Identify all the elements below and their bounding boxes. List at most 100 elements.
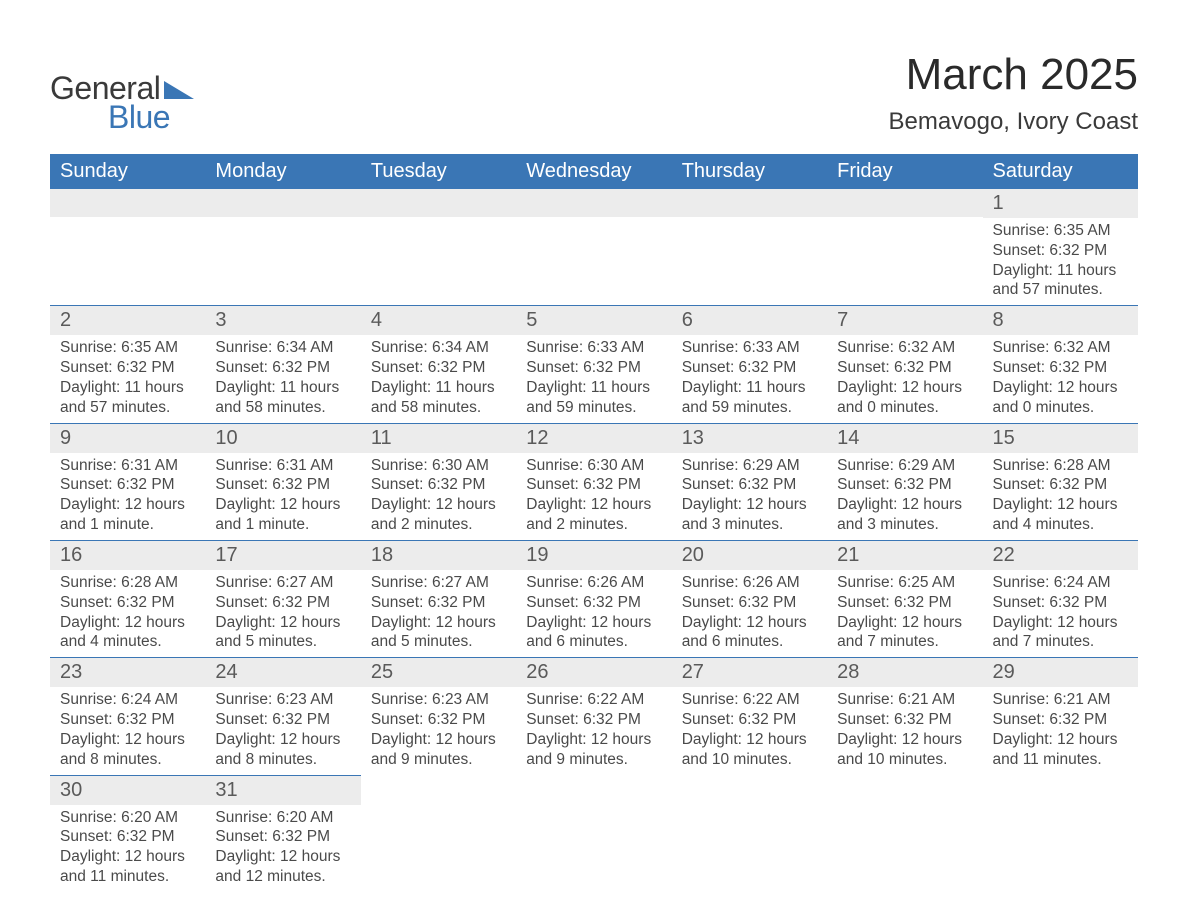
location-subtitle: Bemavogo, Ivory Coast	[889, 108, 1138, 136]
day-details: Sunrise: 6:20 AMSunset: 6:32 PMDaylight:…	[50, 805, 205, 892]
sunrise-text: Sunrise: 6:27 AM	[371, 573, 506, 593]
sunset-text: Sunset: 6:32 PM	[60, 358, 195, 378]
daylight-text: Daylight: 12 hours and 7 minutes.	[837, 613, 972, 653]
daylight-text: Daylight: 12 hours and 9 minutes.	[526, 730, 661, 770]
day-number: 1	[983, 189, 1138, 218]
empty-day-body	[983, 781, 1138, 789]
calendar-day-cell: 30Sunrise: 6:20 AMSunset: 6:32 PMDayligh…	[50, 775, 205, 892]
day-number: 13	[672, 424, 827, 453]
sunrise-text: Sunrise: 6:26 AM	[526, 573, 661, 593]
daylight-text: Daylight: 12 hours and 3 minutes.	[682, 495, 817, 535]
day-details: Sunrise: 6:32 AMSunset: 6:32 PMDaylight:…	[983, 335, 1138, 422]
calendar-day-cell: 29Sunrise: 6:21 AMSunset: 6:32 PMDayligh…	[983, 658, 1138, 775]
calendar-week-row: 1Sunrise: 6:35 AMSunset: 6:32 PMDaylight…	[50, 189, 1138, 306]
calendar-day-cell	[50, 189, 205, 306]
sunset-text: Sunset: 6:32 PM	[682, 358, 817, 378]
empty-day-body	[672, 781, 827, 789]
empty-day-body	[827, 217, 982, 293]
empty-day-body	[205, 217, 360, 293]
day-number: 17	[205, 541, 360, 570]
day-details: Sunrise: 6:33 AMSunset: 6:32 PMDaylight:…	[672, 335, 827, 422]
sunset-text: Sunset: 6:32 PM	[215, 827, 350, 847]
calendar-day-cell: 10Sunrise: 6:31 AMSunset: 6:32 PMDayligh…	[205, 423, 360, 540]
calendar-day-cell: 9Sunrise: 6:31 AMSunset: 6:32 PMDaylight…	[50, 423, 205, 540]
sunrise-text: Sunrise: 6:31 AM	[60, 456, 195, 476]
day-number: 25	[361, 658, 516, 687]
day-details: Sunrise: 6:30 AMSunset: 6:32 PMDaylight:…	[361, 453, 516, 540]
sunrise-text: Sunrise: 6:29 AM	[682, 456, 817, 476]
sunset-text: Sunset: 6:32 PM	[837, 358, 972, 378]
daylight-text: Daylight: 11 hours and 58 minutes.	[371, 378, 506, 418]
day-number: 28	[827, 658, 982, 687]
day-number: 26	[516, 658, 671, 687]
sunset-text: Sunset: 6:32 PM	[993, 241, 1128, 261]
sunrise-text: Sunrise: 6:21 AM	[993, 690, 1128, 710]
day-number: 21	[827, 541, 982, 570]
day-number: 8	[983, 306, 1138, 335]
header: General Blue March 2025 Bemavogo, Ivory …	[50, 50, 1138, 136]
sunset-text: Sunset: 6:32 PM	[371, 358, 506, 378]
day-number: 7	[827, 306, 982, 335]
sunrise-text: Sunrise: 6:22 AM	[682, 690, 817, 710]
day-details: Sunrise: 6:27 AMSunset: 6:32 PMDaylight:…	[361, 570, 516, 657]
calendar-day-cell	[516, 775, 671, 892]
calendar-day-cell: 19Sunrise: 6:26 AMSunset: 6:32 PMDayligh…	[516, 540, 671, 657]
logo-text-blue: Blue	[108, 99, 170, 136]
calendar-day-cell: 5Sunrise: 6:33 AMSunset: 6:32 PMDaylight…	[516, 306, 671, 423]
sunset-text: Sunset: 6:32 PM	[993, 358, 1128, 378]
calendar-day-cell: 26Sunrise: 6:22 AMSunset: 6:32 PMDayligh…	[516, 658, 671, 775]
sunrise-text: Sunrise: 6:24 AM	[60, 690, 195, 710]
day-details: Sunrise: 6:26 AMSunset: 6:32 PMDaylight:…	[672, 570, 827, 657]
sunset-text: Sunset: 6:32 PM	[60, 710, 195, 730]
sunset-text: Sunset: 6:32 PM	[60, 827, 195, 847]
weekday-header: Sunday	[50, 154, 205, 189]
calendar-day-cell: 27Sunrise: 6:22 AMSunset: 6:32 PMDayligh…	[672, 658, 827, 775]
day-number: 4	[361, 306, 516, 335]
sunset-text: Sunset: 6:32 PM	[215, 710, 350, 730]
sunrise-text: Sunrise: 6:30 AM	[526, 456, 661, 476]
daylight-text: Daylight: 12 hours and 1 minute.	[215, 495, 350, 535]
sunrise-text: Sunrise: 6:23 AM	[215, 690, 350, 710]
calendar-day-cell: 6Sunrise: 6:33 AMSunset: 6:32 PMDaylight…	[672, 306, 827, 423]
sunrise-text: Sunrise: 6:35 AM	[993, 221, 1128, 241]
day-number: 10	[205, 424, 360, 453]
day-details: Sunrise: 6:35 AMSunset: 6:32 PMDaylight:…	[983, 218, 1138, 305]
weekday-header: Thursday	[672, 154, 827, 189]
sunrise-text: Sunrise: 6:20 AM	[215, 808, 350, 828]
day-details: Sunrise: 6:23 AMSunset: 6:32 PMDaylight:…	[205, 687, 360, 774]
daylight-text: Daylight: 11 hours and 58 minutes.	[215, 378, 350, 418]
sunset-text: Sunset: 6:32 PM	[682, 710, 817, 730]
daylight-text: Daylight: 12 hours and 3 minutes.	[837, 495, 972, 535]
day-number: 5	[516, 306, 671, 335]
calendar-day-cell: 23Sunrise: 6:24 AMSunset: 6:32 PMDayligh…	[50, 658, 205, 775]
calendar-week-row: 23Sunrise: 6:24 AMSunset: 6:32 PMDayligh…	[50, 658, 1138, 775]
empty-day-body	[50, 217, 205, 293]
empty-day-body	[516, 217, 671, 293]
day-details: Sunrise: 6:32 AMSunset: 6:32 PMDaylight:…	[827, 335, 982, 422]
day-details: Sunrise: 6:27 AMSunset: 6:32 PMDaylight:…	[205, 570, 360, 657]
daylight-text: Daylight: 12 hours and 4 minutes.	[60, 613, 195, 653]
day-details: Sunrise: 6:23 AMSunset: 6:32 PMDaylight:…	[361, 687, 516, 774]
calendar-day-cell	[983, 775, 1138, 892]
empty-day-body	[827, 781, 982, 789]
day-number: 24	[205, 658, 360, 687]
calendar-day-cell: 16Sunrise: 6:28 AMSunset: 6:32 PMDayligh…	[50, 540, 205, 657]
daylight-text: Daylight: 12 hours and 0 minutes.	[837, 378, 972, 418]
sunrise-text: Sunrise: 6:28 AM	[993, 456, 1128, 476]
sunset-text: Sunset: 6:32 PM	[837, 710, 972, 730]
day-details: Sunrise: 6:21 AMSunset: 6:32 PMDaylight:…	[983, 687, 1138, 774]
day-details: Sunrise: 6:29 AMSunset: 6:32 PMDaylight:…	[827, 453, 982, 540]
empty-day-body	[361, 781, 516, 789]
daylight-text: Daylight: 12 hours and 8 minutes.	[215, 730, 350, 770]
empty-day-body	[516, 781, 671, 789]
daylight-text: Daylight: 12 hours and 11 minutes.	[60, 847, 195, 887]
weekday-header: Friday	[827, 154, 982, 189]
calendar-day-cell: 2Sunrise: 6:35 AMSunset: 6:32 PMDaylight…	[50, 306, 205, 423]
sunrise-text: Sunrise: 6:33 AM	[526, 338, 661, 358]
calendar-day-cell: 8Sunrise: 6:32 AMSunset: 6:32 PMDaylight…	[983, 306, 1138, 423]
calendar-day-cell	[361, 189, 516, 306]
calendar-day-cell: 18Sunrise: 6:27 AMSunset: 6:32 PMDayligh…	[361, 540, 516, 657]
day-number: 19	[516, 541, 671, 570]
sunset-text: Sunset: 6:32 PM	[526, 475, 661, 495]
sunset-text: Sunset: 6:32 PM	[215, 475, 350, 495]
